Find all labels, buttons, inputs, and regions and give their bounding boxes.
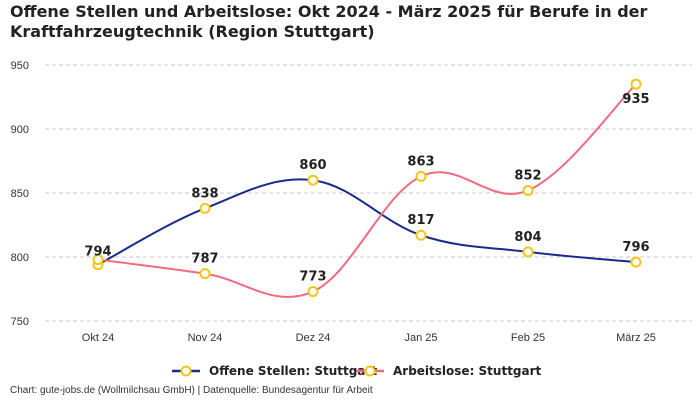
data-label: 863 (407, 154, 434, 169)
point-markers (92, 78, 642, 298)
data-point[interactable] (630, 78, 642, 90)
data-label: 773 (299, 270, 326, 285)
data-label: 794 (84, 245, 111, 260)
series-line-1 (97, 83, 637, 298)
legend: Offene Stellen: Stuttgart Arbeitslose: St… (172, 364, 542, 378)
data-point[interactable] (415, 170, 427, 182)
legend-label[interactable]: Arbeitslose: Stuttgart (393, 364, 542, 378)
data-label: 935 (622, 92, 649, 107)
chart-title: Offene Stellen und Arbeitslose: Okt 2024… (10, 2, 648, 41)
data-point[interactable] (307, 286, 319, 298)
source-note: Chart: gute-jobs.de (Wollmilchsau GmbH) … (10, 385, 373, 396)
data-point[interactable] (522, 246, 534, 258)
data-point[interactable] (522, 184, 534, 196)
data-label: 817 (407, 213, 434, 228)
y-tick-label: 900 (11, 124, 29, 136)
y-tick-label: 750 (11, 316, 29, 328)
data-point[interactable] (415, 229, 427, 241)
x-tick-label: Jan 25 (404, 332, 437, 344)
grid-lines (45, 64, 692, 322)
data-label: 852 (514, 168, 541, 183)
data-label: 838 (191, 186, 218, 201)
x-tick-label: Dez 24 (296, 332, 331, 344)
y-tick-label: 850 (11, 188, 29, 200)
data-point[interactable] (630, 256, 642, 268)
x-axis-tick-labels: Okt 24 Nov 24 Dez 24 Jan 25 Feb 25 März 25 (82, 332, 656, 344)
series-lines (97, 83, 637, 298)
data-label: 787 (191, 252, 218, 267)
legend-marker (180, 365, 192, 377)
y-tick-label: 950 (11, 60, 29, 72)
data-point[interactable] (199, 202, 211, 214)
data-point[interactable] (92, 254, 104, 266)
y-axis-tick-labels: 750 800 850 900 950 (11, 60, 29, 328)
data-label: 796 (622, 240, 649, 255)
data-labels: 794 838 860 863 817 852 787 773 804 796 935 (84, 92, 649, 284)
legend-marker (364, 365, 376, 377)
data-label: 860 (299, 158, 326, 173)
data-point[interactable] (199, 268, 211, 280)
legend-label[interactable]: Offene Stellen: Stuttgart (209, 364, 377, 378)
x-tick-label: Nov 24 (188, 332, 223, 344)
data-label: 804 (514, 230, 541, 245)
x-tick-label: Okt 24 (82, 332, 114, 344)
data-point[interactable] (307, 174, 319, 186)
series-line-0 (97, 178, 637, 266)
x-tick-label: März 25 (616, 332, 656, 344)
x-tick-label: Feb 25 (511, 332, 545, 344)
y-tick-label: 800 (11, 252, 29, 264)
